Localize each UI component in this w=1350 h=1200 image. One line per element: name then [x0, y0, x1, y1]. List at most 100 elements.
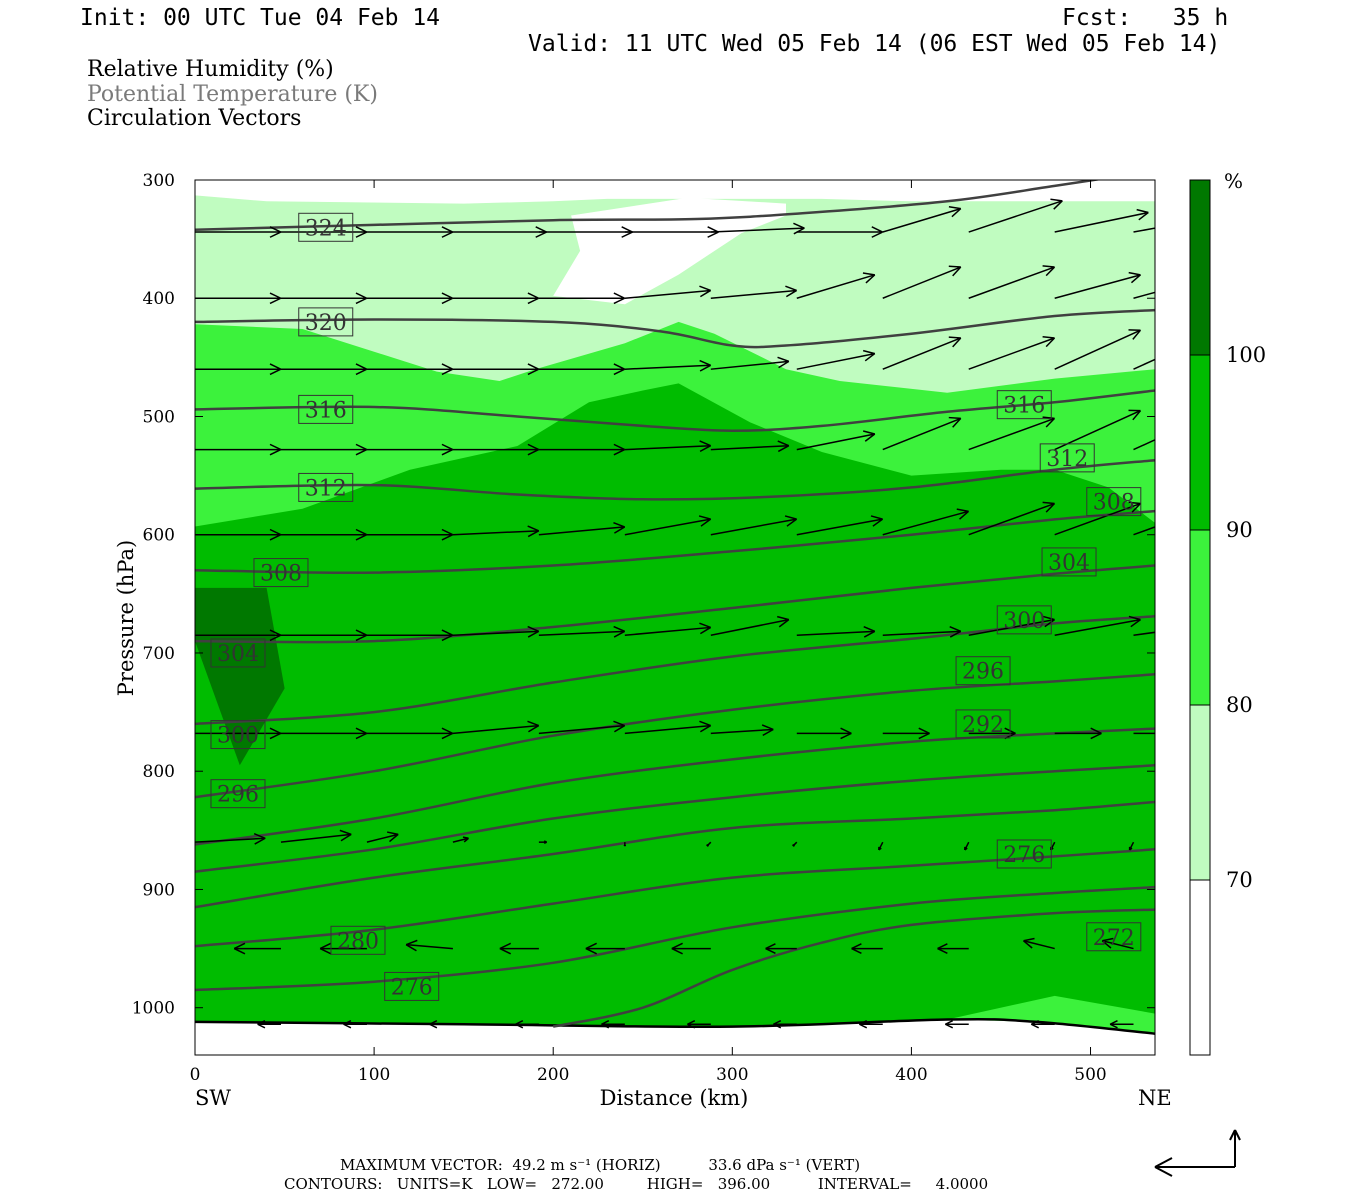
- y-tick-label: 300: [143, 171, 175, 191]
- circulation-vector: [195, 226, 282, 238]
- y-tick-label: 800: [143, 762, 175, 782]
- y-tick-label: 400: [143, 289, 175, 309]
- x-tick-label: 100: [358, 1065, 390, 1085]
- svg-text:300: 300: [1003, 609, 1045, 634]
- circulation-vector: [319, 942, 367, 955]
- circulation-vector: [1054, 409, 1142, 451]
- circulation-vector: [796, 430, 876, 451]
- circulation-vector: [796, 349, 876, 370]
- circulation-vector: [585, 942, 625, 955]
- circulation-vector: [148, 943, 195, 953]
- circulation-vector: [882, 265, 962, 299]
- circulation-vector: [195, 292, 282, 305]
- circulation-vector: [343, 1020, 367, 1029]
- theta-contour-288: [195, 764, 1155, 873]
- circulation-vector: [623, 842, 627, 847]
- circulation-vector: [968, 336, 1056, 370]
- circulation-vector: [710, 356, 790, 370]
- circulation-vector: [538, 522, 626, 536]
- circulation-vector: [538, 226, 633, 238]
- circulation-vector: [1054, 329, 1142, 370]
- circulation-vector: [280, 443, 368, 456]
- theta-label-304: 304: [1041, 547, 1097, 577]
- circulation-vector: [538, 363, 626, 376]
- circulation-vector: [452, 836, 469, 843]
- circulation-vector: [405, 939, 453, 952]
- theta-contour-284: [195, 800, 1155, 909]
- circulation-vector: [1133, 631, 1155, 636]
- y-tick-label: 1000: [132, 999, 175, 1019]
- circulation-vector: [195, 363, 282, 376]
- svg-text:296: 296: [217, 783, 259, 808]
- theta-label-304: 304: [210, 638, 266, 668]
- svg-text:312: 312: [1046, 447, 1088, 472]
- circulation-vector: [1101, 937, 1134, 950]
- below-ground: [195, 1019, 1155, 1055]
- circulation-vector: [452, 720, 540, 735]
- circulation-vector: [796, 515, 884, 536]
- circulation-vector: [765, 943, 797, 955]
- circulation-vector: [366, 292, 454, 305]
- theta-contour-276: [195, 885, 1155, 992]
- theta-label-276: 276: [384, 971, 440, 1001]
- legend-vectors: Circulation Vectors: [87, 106, 302, 131]
- circulation-vector: [882, 625, 962, 638]
- circulation-vector: [792, 841, 798, 847]
- svg-text:300: 300: [217, 724, 259, 749]
- circulation-vector: [882, 727, 930, 740]
- circulation-vector: [257, 1020, 281, 1029]
- circulation-vector: [706, 841, 712, 847]
- theta-contour-292: [195, 727, 1155, 846]
- colorbar-label: 80: [1226, 693, 1253, 717]
- colorbar-label: 70: [1226, 868, 1253, 892]
- theta-label-292: 292: [955, 709, 1011, 739]
- rh-dry-region: [553, 197, 786, 305]
- colorbar-segment: [1189, 704, 1211, 881]
- circulation-vector: [1023, 937, 1055, 950]
- y-axis-label: Pressure (hPa): [114, 540, 138, 696]
- theta-label-276: 276: [996, 839, 1052, 869]
- circulation-vector: [624, 359, 712, 372]
- svg-text:324: 324: [305, 216, 347, 241]
- circulation-vector: [1133, 291, 1155, 299]
- circulation-vector: [280, 292, 368, 305]
- circulation-vector: [538, 840, 548, 845]
- circulation-vector: [366, 831, 399, 843]
- circulation-vector: [624, 285, 712, 299]
- x-tick-label: 300: [716, 1065, 748, 1085]
- circulation-vector: [878, 841, 884, 851]
- circulation-vector: [195, 443, 282, 456]
- theta-label-296: 296: [955, 656, 1011, 686]
- svg-text:320: 320: [305, 311, 347, 336]
- theta-label-308: 308: [1086, 487, 1142, 517]
- circulation-vector: [624, 720, 712, 735]
- circulation-vector: [515, 1020, 539, 1029]
- theta-label-312: 312: [1039, 443, 1095, 473]
- svg-text:316: 316: [305, 398, 347, 423]
- colorbar-segment: [1189, 354, 1211, 531]
- circulation-vector: [280, 363, 368, 376]
- circulation-vector: [796, 226, 883, 238]
- svg-text:276: 276: [391, 975, 433, 1000]
- x-left-label: SW: [195, 1086, 231, 1110]
- circulation-vector: [964, 841, 970, 851]
- colorbar-segment: [1189, 529, 1211, 706]
- circulation-vector: [687, 1020, 711, 1029]
- legend-theta: Potential Temperature (K): [87, 82, 378, 107]
- y-tick-label: 900: [143, 880, 175, 900]
- circulation-vector: [710, 724, 774, 737]
- circulation-vector: [538, 292, 626, 305]
- circulation-vector: [796, 625, 876, 638]
- circulation-vector: [1030, 1020, 1055, 1029]
- circulation-vector: [452, 525, 540, 538]
- theta-label-296: 296: [210, 779, 266, 809]
- circulation-vector: [773, 1020, 797, 1029]
- circulation-vector: [366, 226, 454, 238]
- x-axis-label: Distance (km): [600, 1086, 749, 1110]
- circulation-vector: [624, 622, 712, 636]
- circulation-vector: [195, 832, 266, 845]
- theta-label-308: 308: [253, 558, 309, 588]
- circulation-vector: [452, 443, 540, 456]
- circulation-vector: [172, 1021, 195, 1028]
- circulation-vector: [945, 1020, 969, 1029]
